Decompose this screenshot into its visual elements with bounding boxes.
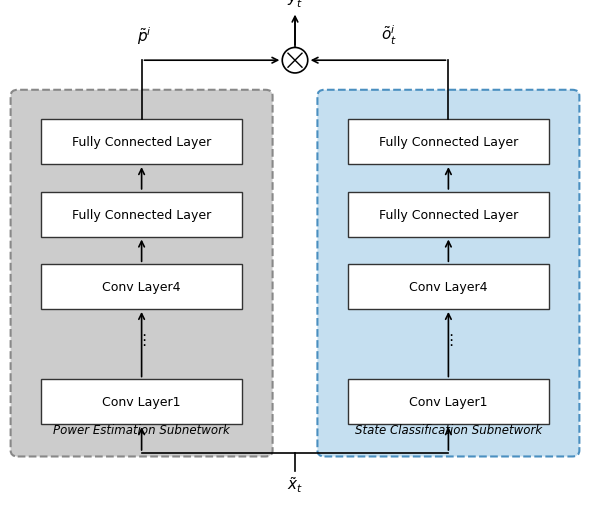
FancyBboxPatch shape (11, 91, 273, 457)
FancyBboxPatch shape (317, 91, 579, 457)
Bar (41, 265, 242, 309)
Bar (41, 380, 242, 425)
Ellipse shape (282, 48, 308, 74)
Text: $\vdots$: $\vdots$ (443, 331, 454, 348)
Text: $\tilde{p}^i$: $\tilde{p}^i$ (137, 25, 152, 46)
Bar (348, 265, 549, 309)
Bar (348, 380, 549, 425)
Text: State Classification Subnetwork: State Classification Subnetwork (355, 423, 542, 437)
Text: $\tilde{x}_t$: $\tilde{x}_t$ (287, 474, 303, 494)
Text: $\tilde{y}_t^i$: $\tilde{y}_t^i$ (287, 0, 303, 10)
Text: Conv Layer4: Conv Layer4 (102, 280, 181, 294)
Text: Fully Connected Layer: Fully Connected Layer (72, 136, 211, 149)
Text: $\vdots$: $\vdots$ (136, 331, 147, 348)
Bar (41, 192, 242, 237)
Bar (348, 120, 549, 165)
Text: Conv Layer1: Conv Layer1 (409, 395, 488, 409)
Text: Fully Connected Layer: Fully Connected Layer (379, 208, 518, 221)
Bar (348, 192, 549, 237)
Bar (41, 120, 242, 165)
Text: $\tilde{o}_t^i$: $\tilde{o}_t^i$ (381, 24, 398, 47)
Text: Power Estimation Subnetwork: Power Estimation Subnetwork (53, 423, 230, 437)
Text: Fully Connected Layer: Fully Connected Layer (379, 136, 518, 149)
Text: Fully Connected Layer: Fully Connected Layer (72, 208, 211, 221)
Text: Conv Layer4: Conv Layer4 (409, 280, 488, 294)
Text: Conv Layer1: Conv Layer1 (102, 395, 181, 409)
